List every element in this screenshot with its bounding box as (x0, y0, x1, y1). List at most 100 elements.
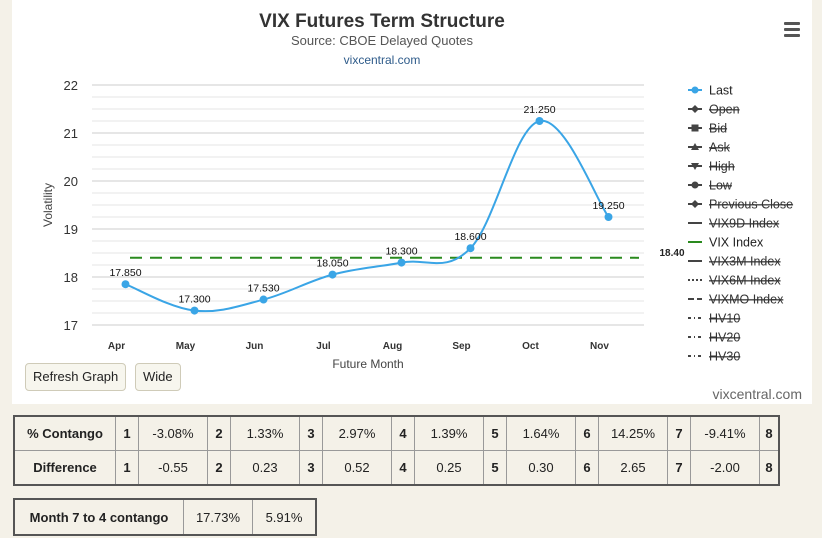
legend-marker (691, 86, 699, 94)
data-label: 17.530 (247, 283, 279, 295)
legend-item-ask[interactable]: Ask (709, 141, 731, 155)
x-tick-label: Apr (108, 341, 125, 352)
y-tick-label: 19 (64, 222, 78, 237)
legend-item-high[interactable]: High (709, 160, 735, 174)
legend-item-low[interactable]: Low (709, 179, 733, 193)
term-structure-chart: 17 18 19 20 21 22 Apr May Jun Jul Aug Sep Oct Nov Futu… (41, 78, 793, 371)
table-cell: 2.65 (598, 450, 668, 486)
legend-marker (691, 200, 699, 208)
data-point (259, 295, 268, 304)
legend-marker (691, 124, 699, 132)
legend-item-vix-index[interactable]: VIX Index (709, 236, 764, 250)
table-cell: 1.64% (506, 415, 576, 451)
legend-item-previous-close[interactable]: Previous Close (709, 198, 793, 212)
x-axis-title: Future Month (332, 357, 403, 371)
data-point (466, 244, 475, 253)
x-tick-label: Sep (452, 341, 470, 352)
chart-site-link[interactable]: vixcentral.com (343, 53, 421, 67)
table-cell: 2 (207, 450, 231, 486)
month-contango-value-2: 5.91% (252, 498, 317, 536)
data-label: 18.600 (454, 231, 486, 243)
chart-subtitle: Source: CBOE Delayed Quotes (290, 33, 474, 48)
data-point (397, 258, 406, 267)
legend-item-hv20[interactable]: HV20 (709, 331, 740, 345)
chart-title: VIX Futures Term Structure (259, 11, 505, 32)
vix-index-label: 18.40 (659, 248, 684, 259)
table-cell: 8 (759, 450, 780, 486)
chart-panel: 17 18 19 20 21 22 Apr May Jun Jul Aug Sep Oct Nov Futu… (12, 0, 812, 404)
watermark: vixcentral.com (712, 386, 802, 402)
row-label: Difference (13, 450, 116, 486)
data-point (535, 117, 544, 125)
month-contango-label: Month 7 to 4 contango (13, 498, 184, 536)
data-point (328, 270, 337, 279)
data-point (190, 306, 199, 315)
x-tick-label: Jun (246, 341, 264, 352)
legend-item-last[interactable]: Last (709, 84, 733, 98)
data-label: 18.050 (316, 258, 348, 270)
data-label: 19.250 (592, 200, 624, 212)
y-tick-label: 21 (64, 126, 78, 141)
legend-marker (691, 105, 699, 113)
y-axis-title: Volatility (41, 183, 55, 227)
table-cell: 4 (391, 450, 415, 486)
x-tick-label: Nov (590, 341, 609, 352)
table-cell: 8 (759, 415, 780, 451)
table-row: Month 7 to 4 contango 17.73% 5.91% (13, 498, 317, 536)
legend-marker (691, 181, 699, 189)
legend-item-vix9d-index[interactable]: VIX9D Index (709, 217, 780, 231)
data-point (121, 280, 130, 289)
month-contango-value-1: 17.73% (183, 498, 253, 536)
table-cell: 5 (483, 450, 507, 486)
x-tick-label: May (176, 341, 196, 352)
table-cell: 3 (299, 415, 323, 451)
y-tick-label: 17 (64, 318, 78, 333)
data-label: 21.250 (523, 104, 555, 116)
table-cell: -0.55 (138, 450, 208, 486)
legend-item-bid[interactable]: Bid (709, 122, 727, 136)
table-cell: 3 (299, 450, 323, 486)
legend-item-open[interactable]: Open (709, 103, 740, 117)
data-point (604, 213, 613, 221)
x-tick-label: Jul (316, 341, 331, 352)
y-tick-label: 22 (64, 78, 78, 93)
y-tick-label: 20 (64, 174, 78, 189)
table-cell: 6 (575, 415, 599, 451)
hamburger-menu-icon[interactable] (784, 22, 800, 40)
legend-marker (691, 143, 699, 150)
table-cell: 1.39% (414, 415, 484, 451)
table-cell: 4 (391, 415, 415, 451)
data-label: 17.850 (109, 267, 141, 279)
x-tick-label: Aug (383, 341, 402, 352)
row-label: % Contango (13, 415, 116, 451)
table-row: Difference 1 -0.55 2 0.23 3 0.52 4 0.25 5 0.30 6 2.6… (13, 450, 780, 486)
table-cell: 0.52 (322, 450, 392, 486)
last-series-line (125, 119, 610, 313)
table-cell: -9.41% (690, 415, 760, 451)
table-cell: 2.97% (322, 415, 392, 451)
table-cell: -3.08% (138, 415, 208, 451)
month-contango-table: Month 7 to 4 contango 17.73% 5.91% (13, 498, 317, 536)
y-tick-label: 18 (64, 270, 78, 285)
data-label: 18.300 (385, 246, 417, 258)
refresh-graph-button[interactable]: Refresh Graph (25, 363, 127, 391)
table-cell: -2.00 (690, 450, 760, 486)
table-cell: 2 (207, 415, 231, 451)
table-cell: 0.25 (414, 450, 484, 486)
table-cell: 7 (667, 450, 691, 486)
data-label: 17.300 (178, 294, 210, 306)
legend-item-vix6m-index[interactable]: VIX6M Index (709, 274, 781, 288)
table-cell: 5 (483, 415, 507, 451)
table-cell: 6 (575, 450, 599, 486)
table-cell: 14.25% (598, 415, 668, 451)
legend-item-hv30[interactable]: HV30 (709, 350, 740, 364)
wide-button[interactable]: Wide (135, 363, 181, 391)
table-cell: 0.23 (230, 450, 300, 486)
contango-table: % Contango 1 -3.08% 2 1.33% 3 2.97% 4 1.39% 5 1.64… (13, 415, 780, 486)
legend-item-hv10[interactable]: HV10 (709, 312, 740, 326)
legend-marker (691, 163, 699, 170)
table-cell: 1 (115, 450, 139, 486)
legend-item-vix3m-index[interactable]: VIX3M Index (709, 255, 781, 269)
legend-item-vixmo-index[interactable]: VIXMO Index (709, 293, 784, 307)
table-row: % Contango 1 -3.08% 2 1.33% 3 2.97% 4 1.39% 5 1.64… (13, 415, 780, 451)
